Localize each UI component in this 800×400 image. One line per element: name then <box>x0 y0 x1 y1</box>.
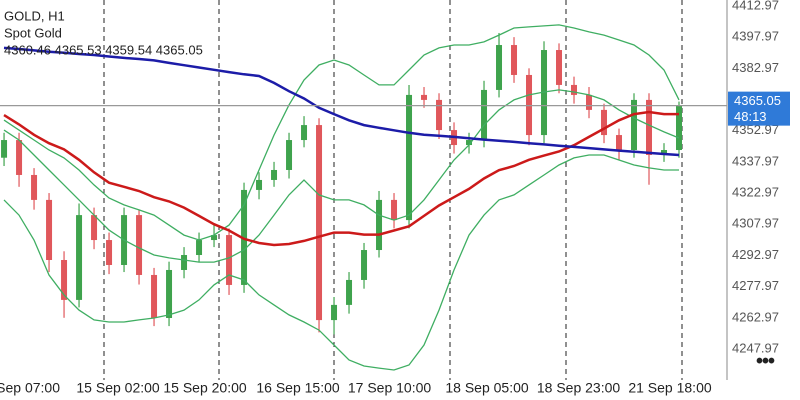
x-tick-label: 18 Sep 23:00 <box>537 380 621 396</box>
y-tick-label: 4292.97 <box>732 247 779 262</box>
candle-body <box>196 240 203 256</box>
candle-body <box>631 99 638 151</box>
candle-body <box>226 235 233 285</box>
candle-body <box>436 99 443 131</box>
description: Spot Gold <box>4 25 62 40</box>
candle-body <box>136 215 143 275</box>
x-tick-label: Sep 07:00 <box>0 380 60 396</box>
symbol: GOLD, H1 <box>4 8 65 23</box>
candle-body <box>526 74 533 136</box>
indicator-line <box>3 89 680 263</box>
candle-body <box>106 240 113 265</box>
candle-body <box>466 140 473 146</box>
x-tick-label: 18 Sep 05:00 <box>445 380 529 396</box>
candle-body <box>586 94 593 110</box>
y-tick-label: 4322.97 <box>732 185 779 200</box>
candle-body <box>46 199 53 260</box>
candle-body <box>421 94 428 100</box>
y-tick-label: 4262.97 <box>732 309 779 324</box>
candle-body <box>1 140 8 158</box>
price-box <box>728 91 790 126</box>
indicator-line <box>3 154 679 371</box>
candle-body <box>616 135 623 151</box>
candle-body <box>481 89 488 141</box>
candle-body <box>406 94 413 221</box>
y-tick-label: 4307.97 <box>732 216 779 231</box>
candle-body <box>391 199 398 221</box>
candle-body <box>61 260 68 300</box>
candle-body <box>301 125 308 141</box>
x-tick-label: 17 Sep 10:00 <box>348 380 432 396</box>
candle-body <box>331 304 338 321</box>
y-tick-label: 4277.97 <box>732 278 779 293</box>
y-tick-label: 4382.97 <box>732 60 779 75</box>
y-tick-label: 4352.97 <box>732 122 779 137</box>
candle-body <box>496 45 503 90</box>
x-tick-label: 15 Sep 20:00 <box>163 380 247 396</box>
candle-body <box>511 45 518 75</box>
candle-body <box>181 255 188 270</box>
candle-body <box>166 269 173 319</box>
current-price: 4365.05 <box>734 93 781 108</box>
x-tick-label: 15 Sep 02:00 <box>76 380 160 396</box>
plot-area <box>1 24 683 371</box>
candle-body <box>646 99 653 156</box>
y-tick-label: 4337.97 <box>732 153 779 168</box>
candle-body <box>346 279 353 305</box>
candle-body <box>376 199 383 251</box>
y-tick-label: 4412.97 <box>732 0 779 12</box>
y-tick-label: 4247.97 <box>732 340 779 355</box>
candle-body <box>601 109 608 136</box>
candle-body <box>676 105 683 151</box>
candle-body <box>31 174 38 200</box>
candle-body <box>661 150 668 156</box>
candle-body <box>151 274 158 319</box>
candle-body <box>361 250 368 280</box>
candle-body <box>256 179 263 190</box>
indicator-line <box>3 24 680 241</box>
candle-body <box>91 215 98 241</box>
x-tick-label: 21 Sep 18:00 <box>628 380 712 396</box>
candle-body <box>316 125 323 321</box>
indicator-line <box>3 110 679 247</box>
menu-button[interactable]: ••• <box>756 350 776 372</box>
candle-timer: 48:13 <box>734 109 767 124</box>
candle-body <box>271 169 278 180</box>
indicator-line <box>3 46 680 157</box>
ohlc: 4360.46 4365.53 4359.54 4365.05 <box>4 42 203 57</box>
candle-body <box>556 50 563 85</box>
candle-body <box>286 140 293 170</box>
y-tick-label: 4397.97 <box>732 29 779 44</box>
x-tick-label: 16 Sep 15:00 <box>256 380 340 396</box>
candle-body <box>211 235 218 241</box>
candle-body <box>16 140 23 175</box>
candle-body <box>76 215 83 300</box>
candle-body <box>571 84 578 95</box>
